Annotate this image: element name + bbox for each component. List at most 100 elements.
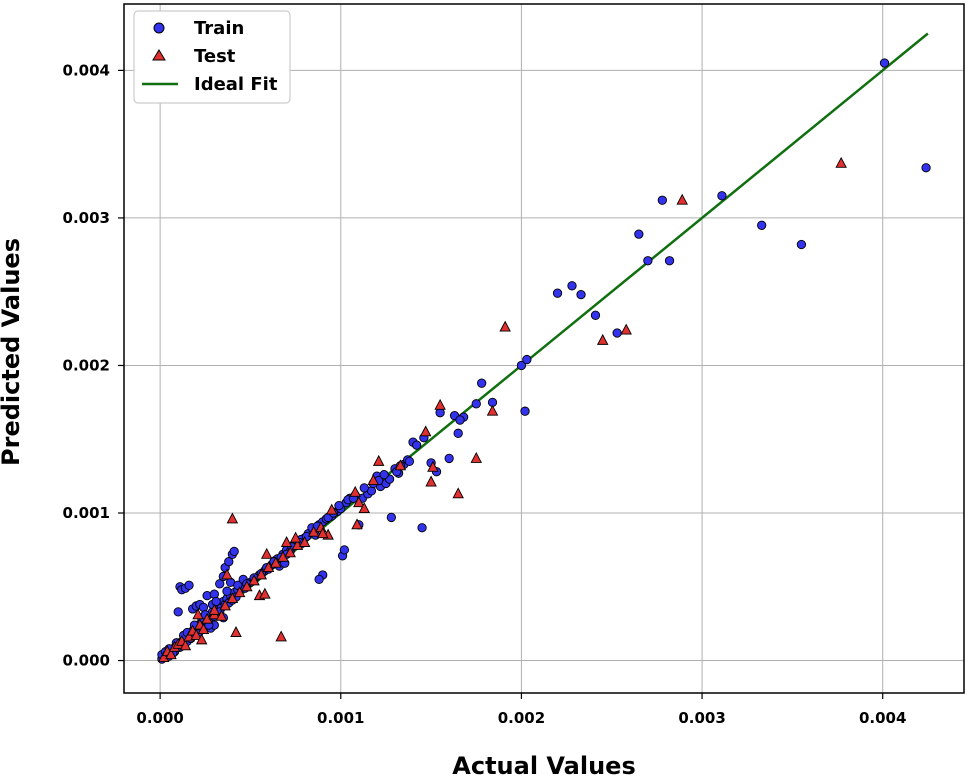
test-point <box>316 527 329 539</box>
test-point <box>372 454 385 466</box>
train-point <box>612 328 622 338</box>
test-point <box>219 599 231 611</box>
test-point <box>195 633 208 645</box>
train-point <box>453 428 463 438</box>
test-point <box>367 474 380 485</box>
y-tick-label: 0.000 <box>63 652 110 670</box>
train-point <box>643 256 653 266</box>
x-tick-label: 0.000 <box>136 709 183 727</box>
test-point <box>358 502 371 514</box>
y-tick-label: 0.002 <box>63 356 110 374</box>
test-point <box>233 586 246 598</box>
test-point <box>269 556 282 568</box>
test-point <box>221 568 233 580</box>
legend-box <box>133 10 291 104</box>
train-point <box>411 440 422 450</box>
test-point <box>298 536 311 547</box>
train-point <box>757 220 767 230</box>
test-point <box>470 451 483 463</box>
test-point <box>197 623 210 635</box>
legend: Train Test Ideal Fit <box>133 10 291 104</box>
train-point <box>477 378 487 388</box>
x-tick-label: 0.003 <box>678 709 725 727</box>
train-point <box>567 281 577 291</box>
test-point <box>259 587 271 599</box>
train-point <box>879 58 890 68</box>
test-point <box>353 496 365 508</box>
test-point <box>157 651 170 663</box>
test-point <box>192 608 204 620</box>
legend-train-marker <box>153 22 165 34</box>
x-tick-label: 0.001 <box>317 709 364 727</box>
train-point <box>717 191 727 201</box>
train-point <box>386 512 397 523</box>
train-point <box>590 310 601 320</box>
train-point <box>444 453 454 464</box>
y-axis-title: Predicted Values <box>0 238 25 466</box>
legend-test-marker <box>152 49 166 61</box>
train-point <box>224 557 234 567</box>
test-point <box>499 320 511 332</box>
data-points <box>157 58 931 664</box>
train-point <box>222 586 232 596</box>
test-point <box>349 485 361 497</box>
y-tick-label: 0.004 <box>63 61 110 79</box>
test-point <box>241 580 253 592</box>
train-point <box>314 574 324 585</box>
x-axis-ticks: 0.000 0.001 0.002 0.003 0.004 <box>136 693 906 727</box>
test-point <box>284 546 296 558</box>
test-point <box>620 323 632 335</box>
train-point <box>339 545 350 555</box>
test-point <box>291 538 304 550</box>
train-point <box>184 580 194 590</box>
test-point <box>835 156 847 168</box>
train-point <box>215 579 225 589</box>
train-point <box>520 406 530 416</box>
test-point <box>190 628 203 640</box>
train-point <box>796 239 807 250</box>
grid <box>124 4 964 693</box>
test-point <box>394 459 407 471</box>
train-point <box>211 596 221 607</box>
x-tick-label: 0.004 <box>859 709 906 727</box>
test-point <box>280 536 293 547</box>
test-point <box>260 547 273 559</box>
train-point <box>921 163 931 173</box>
test-point <box>425 475 437 487</box>
x-axis-title: Actual Values <box>452 752 635 777</box>
legend-train-label: Train <box>194 18 244 39</box>
train-point <box>552 288 563 298</box>
x-tick-label: 0.002 <box>498 709 545 727</box>
train-point <box>516 360 527 371</box>
test-point <box>419 425 432 437</box>
test-point <box>351 518 363 530</box>
y-tick-label: 0.001 <box>63 504 110 522</box>
train-point <box>471 399 481 409</box>
train-point <box>404 456 415 467</box>
train-point <box>229 546 239 557</box>
test-point <box>289 531 302 543</box>
test-point <box>452 487 464 499</box>
test-point <box>596 333 609 345</box>
test-point <box>215 609 228 621</box>
train-point <box>173 607 183 617</box>
y-axis-ticks: 0.000 0.001 0.002 0.003 0.004 <box>63 61 124 670</box>
y-tick-label: 0.003 <box>63 209 110 227</box>
legend-ideal-label: Ideal Fit <box>194 74 278 95</box>
test-point <box>255 568 268 580</box>
train-point <box>379 469 389 480</box>
test-point <box>226 592 239 604</box>
legend-test-label: Test <box>194 46 236 67</box>
train-point <box>634 229 644 239</box>
train-point <box>576 289 586 300</box>
test-point <box>676 193 688 205</box>
train-point <box>657 195 667 205</box>
test-point <box>427 460 439 472</box>
plot-frame <box>123 3 965 694</box>
test-point <box>165 648 177 660</box>
test-point <box>208 603 221 615</box>
test-point <box>226 512 239 524</box>
test-point <box>275 630 287 642</box>
test-point <box>230 626 242 637</box>
